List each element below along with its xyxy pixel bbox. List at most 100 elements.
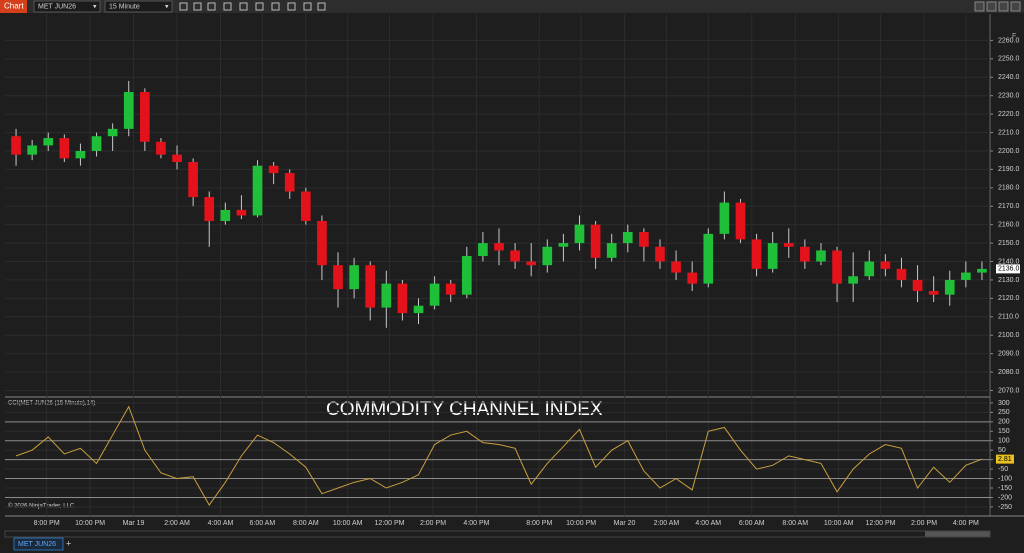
y-tick-label: 2250.0 (998, 56, 1020, 63)
candle-body (365, 265, 376, 308)
x-tick-label: 2:00 PM (911, 520, 937, 527)
y-tick-label: 2190.0 (998, 166, 1020, 173)
y-tick-label: -150 (998, 485, 1012, 492)
y-tick-label: 50 (998, 447, 1006, 454)
flag-label: F (1012, 33, 1016, 40)
candle-body (928, 290, 939, 295)
interval-selector[interactable] (104, 0, 173, 13)
y-tick-label: 2180.0 (998, 185, 1020, 192)
candle-body (622, 232, 633, 244)
candle-body (220, 209, 231, 221)
candle-body (300, 191, 311, 221)
candle-body (526, 261, 537, 266)
current-value-label: 2.81 (998, 456, 1012, 463)
candle-body (639, 232, 649, 247)
x-tick-label: 2:00 PM (420, 520, 446, 527)
chart-tab[interactable] (0, 0, 27, 13)
x-tick-label: 8:00 PM (34, 520, 60, 527)
y-tick-label: 200 (998, 419, 1010, 426)
y-tick-label: 250 (998, 409, 1010, 416)
candle-body (252, 165, 263, 216)
y-tick-label: 2100.0 (998, 332, 1020, 339)
y-tick-label: 2090.0 (998, 350, 1020, 357)
current-price-label: 2136.0 (998, 266, 1020, 273)
candle-body (429, 283, 440, 306)
x-tick-label: 6:00 AM (739, 520, 765, 527)
x-tick-label: 8:00 AM (782, 520, 808, 527)
y-tick-label: 2070.0 (998, 387, 1020, 394)
candle-body (204, 197, 215, 221)
candle-body (800, 246, 810, 262)
y-tick-label: 2230.0 (998, 93, 1020, 100)
candle-body (317, 220, 327, 266)
candle-body (816, 250, 826, 262)
candle-body (172, 154, 182, 163)
instrument-label: MET JUN26 (38, 3, 76, 10)
y-tick-label: 2150.0 (998, 240, 1020, 247)
x-tick-label: 10:00 AM (824, 520, 854, 527)
candle-body (107, 128, 118, 137)
x-tick-label: Mar 20 (614, 520, 636, 527)
candle-body (43, 138, 54, 146)
candle-body (961, 272, 971, 280)
x-tick-label: 4:00 AM (695, 520, 721, 527)
candle-body (59, 138, 70, 159)
scrollbar-thumb[interactable] (925, 531, 990, 537)
scrollbar[interactable] (4, 530, 991, 538)
candle-body (655, 246, 665, 262)
y-tick-label: 2120.0 (998, 295, 1020, 302)
dropdown-arrow: ▾ (93, 3, 97, 10)
x-tick-label: 8:00 AM (293, 520, 319, 527)
dropdown-arrow: ▾ (165, 3, 169, 10)
y-tick-label: 2130.0 (998, 277, 1020, 284)
y-tick-label: 2210.0 (998, 129, 1020, 136)
candle-body (558, 243, 569, 247)
interval-label: 15 Minute (109, 3, 140, 10)
candle-body (188, 162, 198, 198)
y-tick-label: 150 (998, 428, 1010, 435)
candle-body (510, 250, 520, 262)
candle-body (11, 136, 21, 155)
add-tab[interactable]: + (66, 538, 71, 548)
y-tick-label: 2140.0 (998, 258, 1020, 265)
y-tick-label: 2170.0 (998, 203, 1020, 210)
footer-tab-label: MET JUN26 (18, 541, 56, 548)
candle-body (832, 250, 842, 284)
x-tick-label: 10:00 PM (75, 520, 105, 527)
x-tick-label: 10:00 AM (333, 520, 363, 527)
candle-body (445, 283, 456, 295)
candle-body (944, 279, 955, 295)
candle-body (542, 246, 553, 266)
candle-body (767, 243, 778, 269)
candle-body (671, 261, 681, 273)
footer-tab[interactable] (13, 537, 64, 551)
x-tick-label: Mar 19 (123, 520, 145, 527)
candle-body (123, 92, 134, 129)
candle-body (75, 150, 86, 159)
y-tick-label: 2260.0 (998, 37, 1020, 44)
y-tick-label: 300 (998, 400, 1010, 407)
current-price-box (996, 264, 1020, 274)
candle-body (606, 243, 617, 258)
x-tick-label: 10:00 PM (566, 520, 596, 527)
candle-body (268, 165, 279, 174)
candle-body (735, 202, 746, 240)
candle-body (91, 136, 102, 151)
candle-body (494, 243, 504, 251)
candle-body (574, 224, 585, 244)
candle-body (848, 276, 858, 284)
instrument-selector[interactable] (33, 0, 101, 13)
x-tick-label: 8:00 PM (526, 520, 552, 527)
x-tick-label: 12:00 PM (866, 520, 896, 527)
toolbar-icons[interactable] (179, 2, 326, 11)
candle-body (284, 173, 295, 192)
candle-body (381, 283, 392, 308)
candle-body (687, 272, 698, 284)
y-tick-label: 2220.0 (998, 111, 1020, 118)
y-tick-label: 2110.0 (998, 314, 1019, 321)
chart-tab-label: Chart (4, 2, 24, 11)
x-tick-label: 2:00 AM (164, 520, 190, 527)
candle-body (140, 92, 150, 142)
window-buttons[interactable] (974, 1, 1021, 12)
